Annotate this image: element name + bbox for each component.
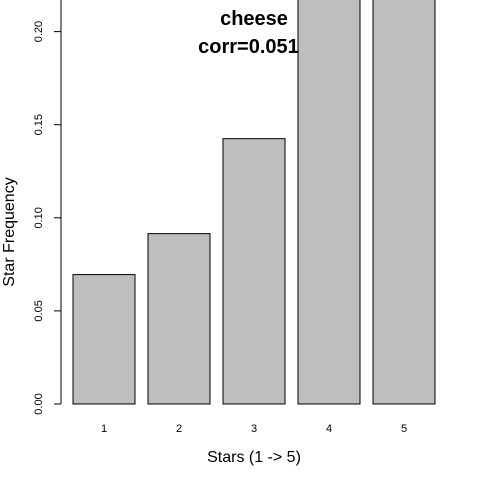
y-tick-label: 0.15 xyxy=(33,114,45,135)
bars-group xyxy=(72,0,436,405)
x-tick-labels: 1 2 3 4 5 xyxy=(101,423,407,435)
y-tick-label: 0.05 xyxy=(33,300,45,321)
x-tick-label: 3 xyxy=(251,423,257,435)
x-tick-label: 2 xyxy=(176,423,182,435)
bar-4 xyxy=(297,0,361,405)
y-axis: 0.000.050.100.150.200.250.300.35 xyxy=(33,0,62,415)
x-tick-label: 5 xyxy=(401,423,407,435)
x-axis-label: Stars (1 -> 5) xyxy=(207,449,301,466)
bar-5 xyxy=(372,0,436,405)
y-tick-label: 0.20 xyxy=(33,21,45,42)
x-tick-label: 1 xyxy=(101,423,107,435)
bar-2 xyxy=(147,233,211,405)
bar-3 xyxy=(222,138,286,405)
bar-1 xyxy=(72,274,136,405)
y-axis-label: Star Frequency xyxy=(1,177,18,286)
chart-subtitle: corr=0.0515 xyxy=(198,36,310,58)
chart-title: cheese xyxy=(220,8,288,30)
x-tick-label: 4 xyxy=(326,423,332,435)
y-tick-label: 0.00 xyxy=(33,393,45,414)
y-tick-label: 0.10 xyxy=(33,207,45,228)
